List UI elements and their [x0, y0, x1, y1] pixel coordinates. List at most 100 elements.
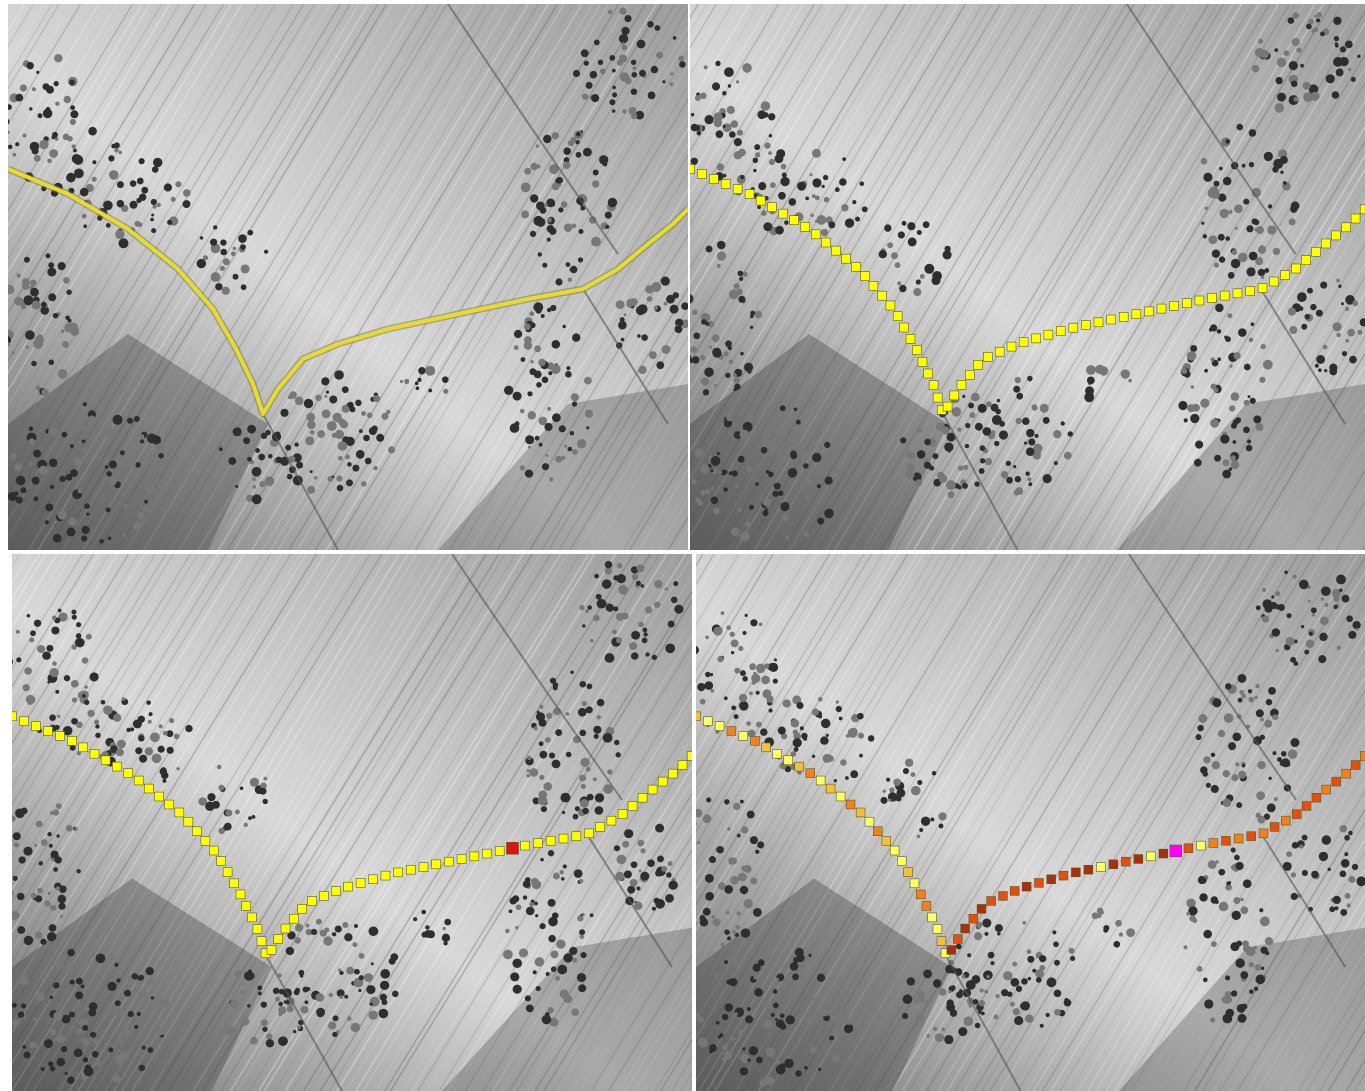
track-point: [164, 799, 174, 810]
track-point: [696, 711, 701, 722]
track-point: [657, 776, 668, 787]
track-point: [533, 838, 543, 848]
track-point: [12, 711, 17, 722]
track-point: [1341, 222, 1351, 233]
track-point: [43, 726, 53, 736]
map-panel-points: [690, 4, 1365, 550]
track-point: [714, 721, 725, 731]
track-point: [1093, 317, 1104, 328]
track-point: [307, 896, 317, 906]
track-point: [750, 736, 760, 746]
track-point: [903, 867, 913, 877]
track-point: [800, 222, 811, 232]
track-point: [841, 253, 851, 264]
track-point: [897, 856, 907, 866]
track-point: [873, 826, 883, 836]
track-point: [1009, 886, 1020, 896]
track-point: [1083, 864, 1094, 875]
track-point: [1158, 848, 1169, 859]
track-point: [1301, 255, 1311, 265]
terrain-background: [696, 554, 1365, 1091]
track-point: [998, 891, 1008, 901]
track-point: [482, 848, 492, 859]
track-point: [1341, 768, 1351, 779]
track-point: [444, 856, 454, 867]
track-point: [545, 836, 556, 846]
track-point: [1280, 815, 1291, 826]
track-point: [1121, 856, 1131, 867]
track-point: [1321, 238, 1331, 249]
track-point: [418, 862, 429, 872]
track-point: [965, 369, 975, 380]
track-point: [960, 923, 970, 934]
track-point: [1108, 859, 1119, 870]
track-point: [885, 300, 896, 311]
track-point: [431, 859, 442, 870]
track-point: [815, 775, 826, 786]
roads: [942, 4, 1346, 550]
track-point: [953, 934, 963, 944]
track-point: [319, 891, 329, 901]
track-point: [946, 945, 957, 955]
track-point: [783, 755, 793, 765]
track-point: [973, 359, 983, 370]
track-point: [864, 816, 875, 827]
track-point: [921, 901, 932, 911]
track-point: [1058, 870, 1069, 881]
track-point: [1301, 801, 1312, 811]
track-point: [917, 356, 928, 367]
track-point: [778, 208, 788, 219]
track-point: [252, 924, 263, 934]
track-point: [968, 913, 979, 924]
roads: [266, 554, 673, 1091]
field-furrows: [8, 4, 688, 550]
track-point: [916, 889, 926, 900]
track-point: [668, 768, 678, 779]
track-point: [200, 836, 211, 846]
map-panel-points-anomaly: [12, 554, 692, 1091]
roads: [946, 554, 1347, 1091]
vegetation-clusters: [690, 12, 1365, 542]
track-point: [1068, 322, 1079, 333]
track-point: [936, 936, 947, 946]
track-point: [1246, 831, 1256, 841]
vegetation-clusters: [8, 7, 688, 544]
track-point: [1196, 840, 1206, 851]
track-point: [67, 736, 77, 746]
track-point: [133, 775, 144, 786]
track-point: [1018, 337, 1029, 348]
track-point: [571, 831, 582, 841]
track-point: [1031, 333, 1041, 344]
track-point: [1034, 878, 1044, 888]
track-point: [216, 856, 226, 866]
track-point: [956, 379, 967, 390]
track-point: [868, 281, 879, 291]
track-point: [1071, 867, 1081, 878]
track-point: [942, 401, 953, 412]
track-point: [266, 945, 277, 955]
track-point: [222, 867, 233, 877]
track-point: [732, 184, 743, 194]
track-point: [229, 878, 239, 889]
track-point: [831, 245, 841, 256]
track-point: [1156, 303, 1167, 314]
track-point: [821, 237, 831, 248]
track-point: [1021, 881, 1032, 892]
track-point: [183, 816, 194, 827]
track-point: [100, 755, 111, 765]
track-point: [1043, 329, 1054, 340]
track-point: [1133, 854, 1144, 864]
map-canvas: [696, 554, 1365, 1091]
track-point: [1291, 263, 1301, 274]
track-point: [1331, 230, 1341, 241]
map-canvas: [12, 554, 692, 1091]
track-point: [923, 368, 933, 379]
track-point: [932, 924, 943, 934]
track-points: [12, 711, 692, 958]
track-point: [905, 333, 916, 344]
track-point: [123, 768, 133, 778]
track-point: [456, 854, 467, 864]
track-point: [892, 311, 903, 322]
track-point: [1046, 874, 1056, 884]
track-point: [494, 846, 505, 856]
